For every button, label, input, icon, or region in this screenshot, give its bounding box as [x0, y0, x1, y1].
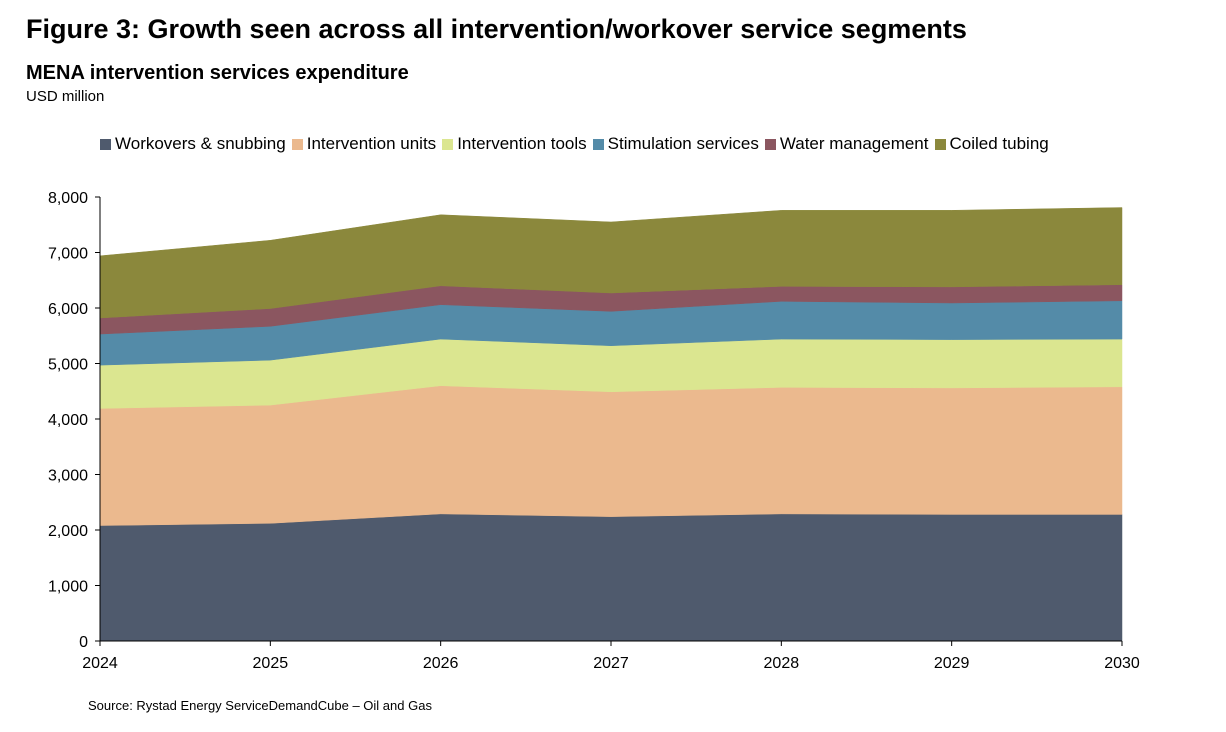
x-tick-label: 2026	[423, 655, 459, 672]
y-tick-label: 0	[79, 634, 88, 651]
source-note: Source: Rystad Energy ServiceDemandCube …	[88, 698, 432, 713]
area-series	[99, 207, 1123, 319]
x-tick-label: 2024	[82, 655, 118, 672]
legend-swatch	[592, 138, 604, 150]
x-tick-label: 2027	[593, 655, 629, 672]
legend-label: Workovers & snubbing	[115, 134, 286, 153]
legend-label: Intervention tools	[457, 134, 587, 153]
legend-item: Intervention tools	[442, 134, 587, 154]
y-tick-label: 4,000	[48, 412, 88, 429]
unit-label: USD million	[26, 88, 105, 105]
legend-item: Water management	[764, 134, 929, 154]
legend-label: Intervention units	[306, 134, 437, 153]
y-tick-label: 2,000	[48, 523, 88, 540]
legend-item: Stimulation services	[592, 134, 759, 154]
x-tick-label: 2028	[764, 655, 800, 672]
legend-label: Coiled tubing	[949, 134, 1049, 153]
area-series	[99, 513, 1123, 642]
y-tick-label: 6,000	[48, 301, 88, 318]
legend-item: Workovers & snubbing	[100, 134, 286, 154]
legend-label: Stimulation services	[607, 134, 759, 153]
legend: Workovers & snubbing Intervention units In…	[100, 134, 1055, 154]
legend-item: Intervention units	[291, 134, 437, 154]
legend-swatch	[442, 138, 454, 150]
y-tick-label: 1,000	[48, 579, 88, 596]
legend-swatch	[100, 138, 111, 150]
legend-swatch	[291, 138, 303, 150]
legend-swatch	[764, 138, 776, 150]
area-series	[99, 385, 1123, 526]
y-tick-label: 5,000	[48, 357, 88, 374]
y-tick-label: 3,000	[48, 468, 88, 485]
x-tick-label: 2029	[934, 655, 970, 672]
chart-subtitle: MENA intervention services expenditure	[26, 62, 409, 84]
y-tick-label: 8,000	[48, 190, 88, 207]
y-tick-label: 7,000	[48, 246, 88, 263]
x-tick-label: 2025	[253, 655, 289, 672]
x-tick-label: 2030	[1104, 655, 1140, 672]
figure-title: Figure 3: Growth seen across all interve…	[26, 14, 967, 44]
legend-item: Coiled tubing	[934, 134, 1049, 154]
legend-label: Water management	[779, 134, 929, 153]
legend-swatch	[934, 138, 946, 150]
